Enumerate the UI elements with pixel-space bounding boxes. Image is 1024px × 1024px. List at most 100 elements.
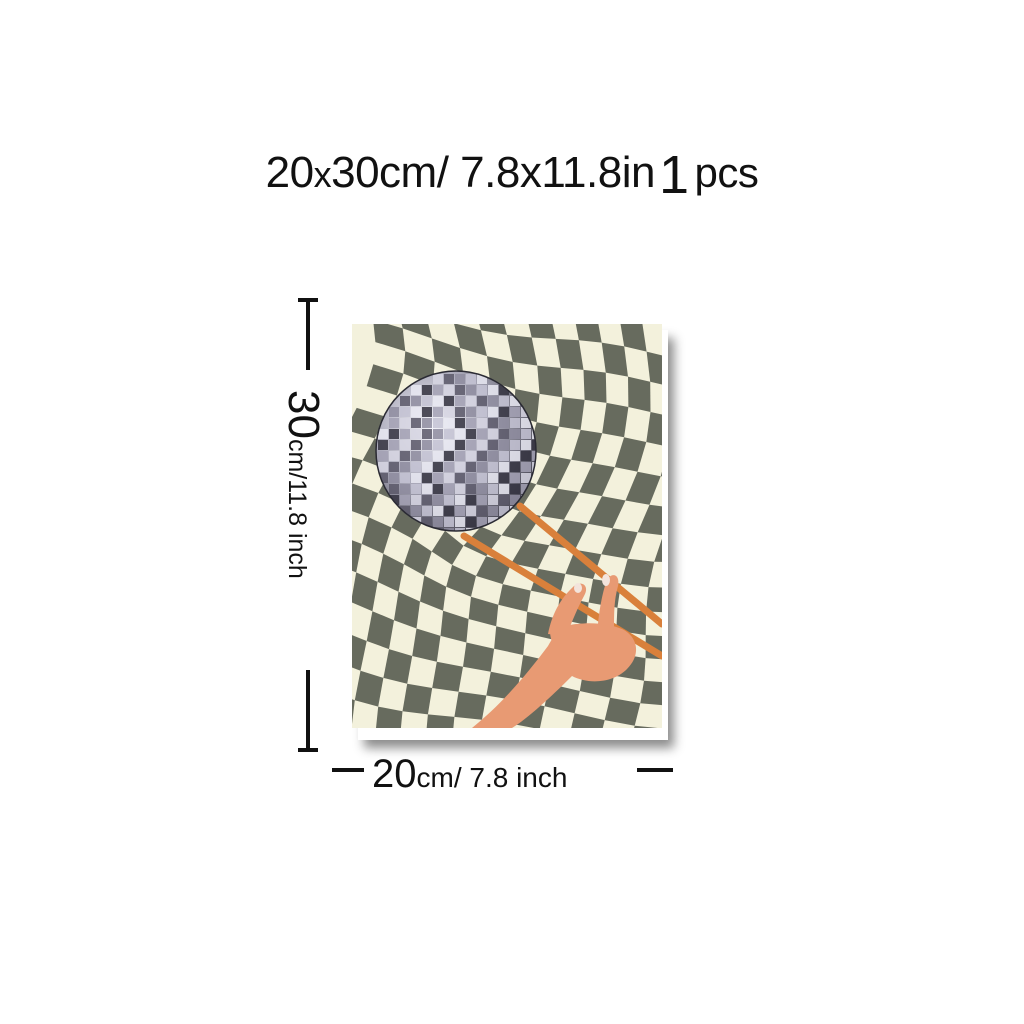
- mirror-tile: [422, 440, 432, 450]
- checker-cell: [431, 338, 463, 373]
- mirror-tile: [422, 462, 432, 472]
- mirror-tile: [466, 484, 476, 494]
- mirror-tile: [444, 506, 454, 516]
- mirror-tile: [422, 396, 432, 406]
- checker-cell: [377, 553, 404, 592]
- mirror-tile: [499, 462, 509, 472]
- mirror-tile: [389, 473, 399, 483]
- poster-svg: [352, 324, 662, 728]
- mirror-tile: [400, 418, 410, 428]
- checker-cell: [646, 587, 662, 613]
- width-label: 20cm/ 7.8 inch: [372, 752, 567, 797]
- checker-cell: [604, 697, 641, 726]
- mirror-tile: [455, 484, 465, 494]
- mirror-tile: [477, 429, 487, 439]
- checker-cell: [352, 457, 363, 484]
- mirror-tile: [466, 440, 476, 450]
- mirror-tile: [477, 385, 487, 395]
- mirror-tile: [455, 418, 465, 428]
- checker-cell: [412, 628, 441, 662]
- checker-cell: [361, 517, 392, 554]
- mirror-tile: [444, 484, 454, 494]
- mirror-tile: [455, 429, 465, 439]
- mirror-tile: [510, 473, 520, 483]
- mirror-tile: [444, 528, 454, 531]
- checker-cell: [432, 661, 463, 692]
- mirror-tile: [466, 473, 476, 483]
- mirror-tile: [466, 451, 476, 461]
- width-dimension-dash-right: [637, 768, 673, 772]
- checker-cell: [540, 488, 580, 520]
- height-dimension-line-bottom: [306, 670, 310, 750]
- mirror-tile: [466, 407, 476, 417]
- mirror-tile: [400, 451, 410, 461]
- mirror-tile: [477, 517, 487, 527]
- mirror-tile: [433, 462, 443, 472]
- checker-cell: [602, 402, 629, 438]
- mirror-tile: [488, 462, 498, 472]
- mirror-tile: [433, 495, 443, 505]
- checker-cell: [646, 351, 662, 385]
- mirror-tile: [444, 385, 454, 395]
- mirror-tile: [411, 495, 421, 505]
- mirror-tile: [455, 506, 465, 516]
- mirror-tile: [510, 396, 520, 406]
- mirror-tile: [400, 506, 410, 516]
- mirror-tile: [422, 451, 432, 461]
- mirror-tile: [444, 407, 454, 417]
- mirror-tile: [400, 429, 410, 439]
- headline-width: 20: [265, 148, 314, 197]
- mirror-tile: [477, 484, 487, 494]
- checker-cell: [352, 699, 355, 725]
- checker-cell: [660, 471, 662, 477]
- checker-cell: [468, 596, 499, 627]
- mirror-tile: [499, 429, 509, 439]
- mirror-tile: [411, 473, 421, 483]
- mirror-tile: [532, 451, 536, 461]
- width-dimension: 20cm/ 7.8 inch: [332, 752, 677, 796]
- checker-cell: [579, 463, 615, 497]
- checker-cell: [637, 504, 662, 536]
- mirror-tile: [455, 407, 465, 417]
- mirror-tile: [400, 473, 410, 483]
- checker-cell: [352, 635, 367, 671]
- mirror-tile: [455, 528, 465, 531]
- mirror-tile: [422, 418, 432, 428]
- mirror-tile: [411, 418, 421, 428]
- mirror-tile: [477, 440, 487, 450]
- mirror-tile: [433, 385, 443, 395]
- checker-cell: [401, 324, 432, 339]
- mirror-tile: [411, 451, 421, 461]
- checker-cell: [625, 471, 661, 505]
- checker-cell: [376, 706, 403, 728]
- mirror-tile: [389, 429, 399, 439]
- checker-cell: [528, 324, 556, 339]
- checker-cell: [394, 591, 420, 629]
- mirror-tile: [466, 385, 476, 395]
- mirror-tile: [499, 484, 509, 494]
- mirror-tile: [444, 440, 454, 450]
- checker-cell: [446, 564, 476, 597]
- mirror-tile: [455, 451, 465, 461]
- checker-cell: [634, 725, 658, 728]
- mirror-tile: [433, 429, 443, 439]
- mirror-tile: [499, 407, 509, 417]
- checker-cell: [555, 338, 584, 370]
- mirror-tile: [466, 418, 476, 428]
- checker-cell: [440, 610, 469, 643]
- poster-artwork: [352, 324, 662, 728]
- mirror-tile: [488, 407, 498, 417]
- mirror-tile: [411, 506, 421, 516]
- headline-quantity: 1: [658, 145, 689, 205]
- checker-cell: [565, 549, 602, 579]
- mirror-tile: [444, 451, 454, 461]
- mirror-tile: [444, 473, 454, 483]
- mirror-tile: [499, 418, 509, 428]
- mirror-tile: [499, 385, 509, 395]
- checker-cell: [366, 611, 394, 650]
- mirror-tile: [521, 473, 531, 483]
- checker-cell: [420, 575, 447, 611]
- mirror-tile: [400, 495, 410, 505]
- checker-cell: [403, 538, 432, 576]
- mirror-tile: [477, 418, 487, 428]
